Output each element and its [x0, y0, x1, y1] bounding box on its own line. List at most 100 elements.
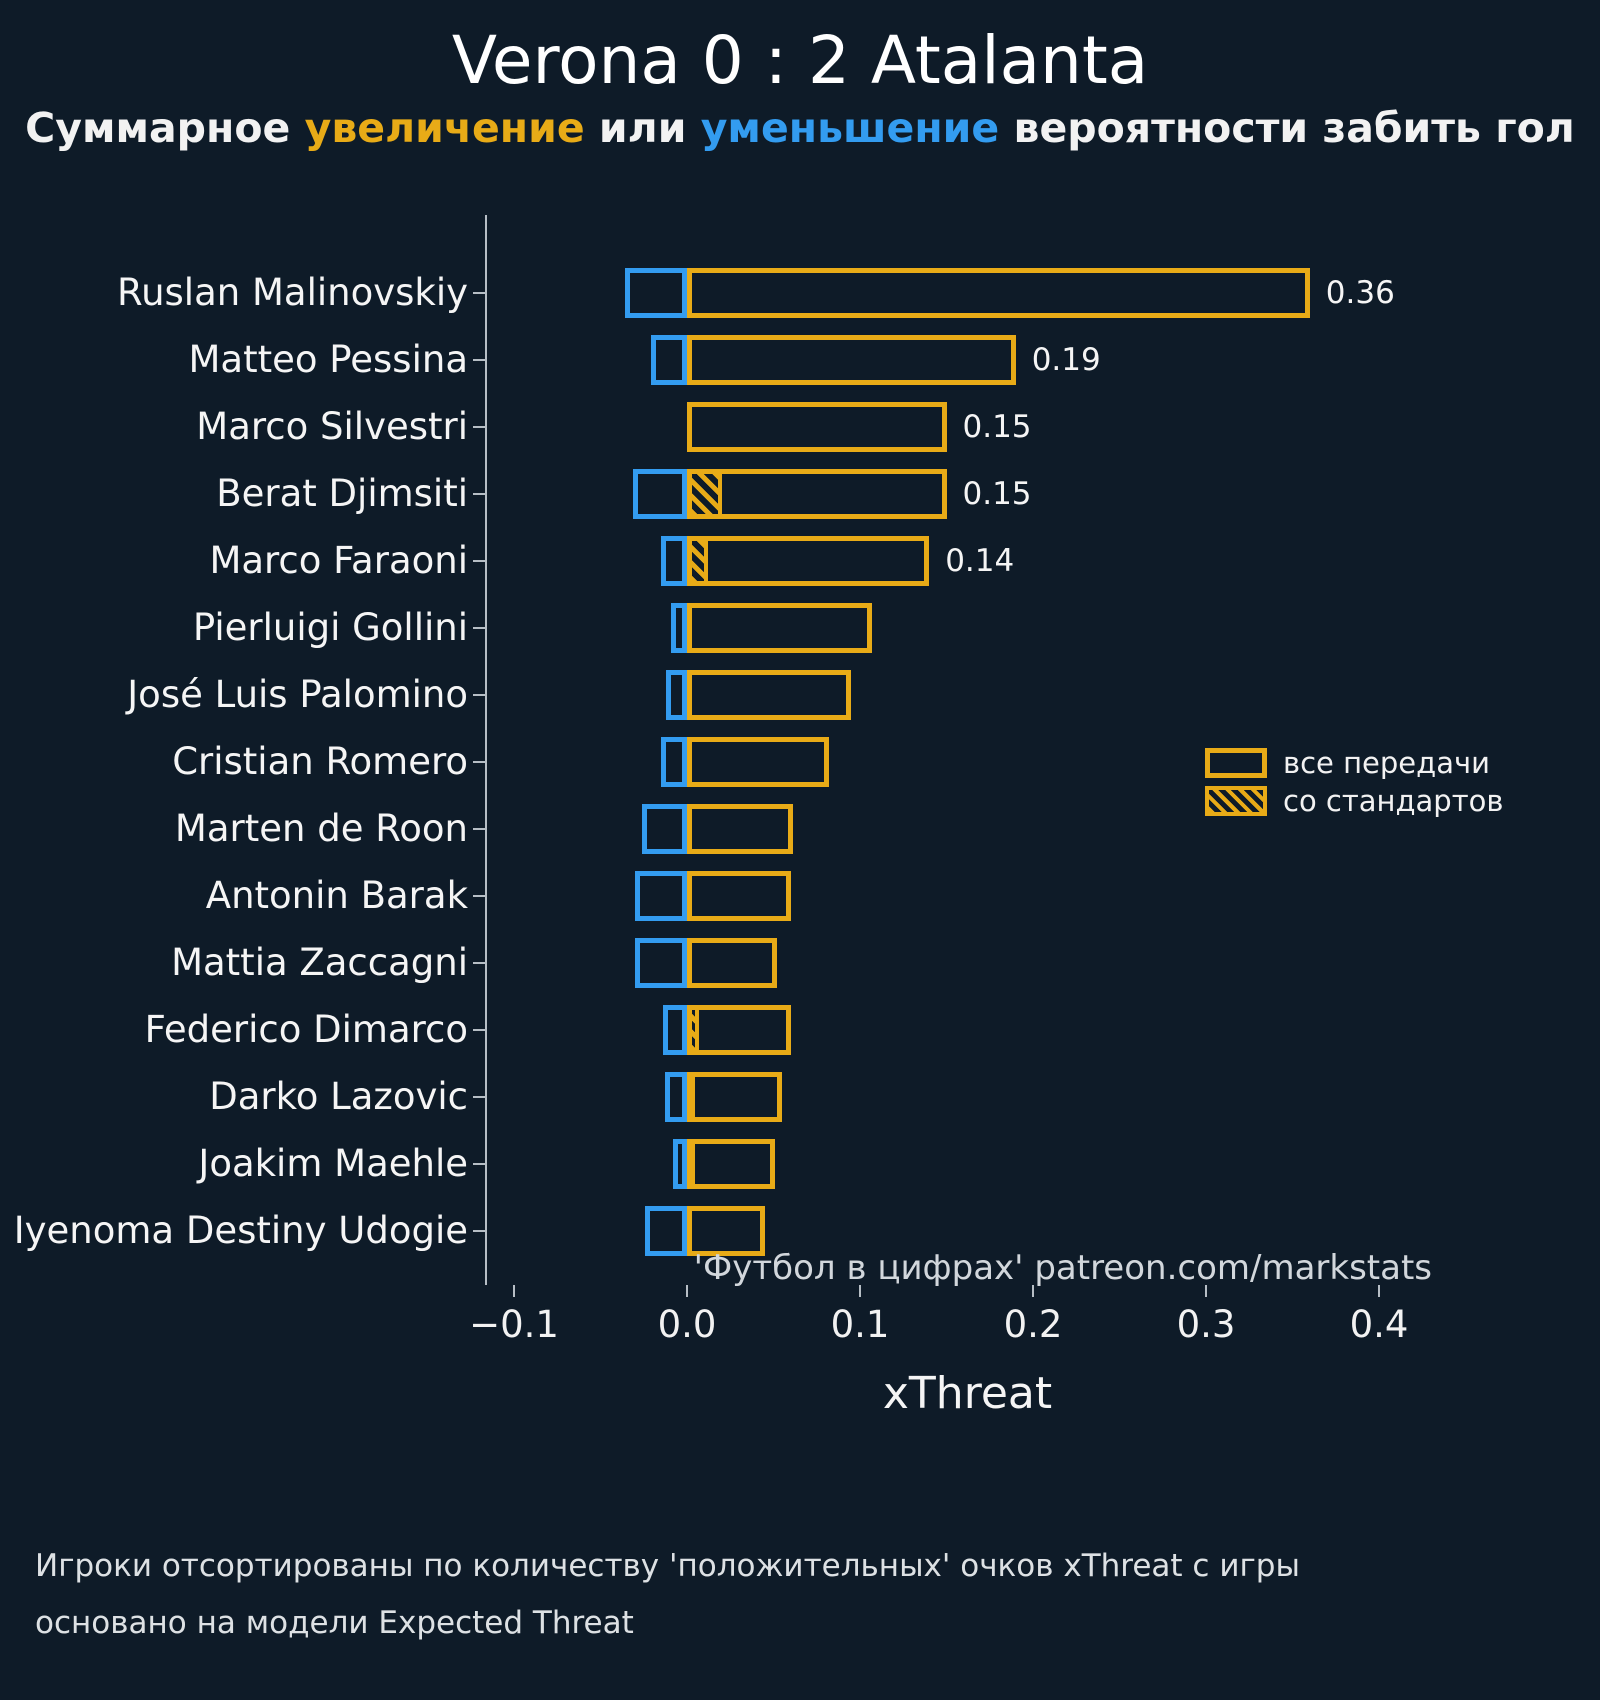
- y-axis-tick: [473, 1163, 485, 1165]
- x-axis-tick: [1205, 1285, 1207, 1297]
- legend-all-passes-swatch: [1205, 748, 1267, 778]
- positive-xthreat-bar: [687, 1072, 783, 1122]
- y-axis-tick: [473, 761, 485, 763]
- positive-xthreat-bar: [687, 871, 791, 921]
- negative-xthreat-bar: [645, 1206, 687, 1256]
- negative-xthreat-bar: [661, 737, 687, 787]
- subtitle-part1: Суммарное: [25, 104, 305, 152]
- negative-xthreat-bar: [671, 603, 687, 653]
- player-name: Darko Lazovic: [209, 1075, 468, 1118]
- footer-note-2: основано на модели Expected Threat: [35, 1605, 634, 1641]
- x-axis-tick: [686, 1285, 688, 1297]
- set-piece-xthreat-bar: [687, 1139, 695, 1189]
- positive-xthreat-bar: [687, 536, 930, 586]
- player-name: Pierluigi Gollini: [192, 606, 468, 649]
- x-axis-tick-label: 0.0: [657, 1303, 717, 1346]
- bar-value-label: 0.15: [962, 476, 1032, 512]
- y-axis-tick: [473, 627, 485, 629]
- x-axis-label: xThreat: [882, 1368, 1053, 1419]
- set-piece-xthreat-bar: [687, 536, 708, 586]
- y-axis-tick: [473, 292, 485, 294]
- plot-area: 0.36 0.19 0.15 0.15 0.14 −0.1 0.0 0.1 0.2 0.3 0.4: [469, 215, 1452, 1346]
- x-axis-tick: [859, 1285, 861, 1297]
- negative-xthreat-bar: [635, 871, 687, 921]
- y-axis-tick: [473, 1096, 485, 1098]
- player-name: Antonin Barak: [205, 874, 468, 917]
- player-name: José Luis Palomino: [127, 673, 468, 716]
- y-axis-tick: [473, 359, 485, 361]
- positive-xthreat-bar: [687, 670, 852, 720]
- y-axis-tick: [473, 560, 485, 562]
- positive-xthreat-bar: [687, 1139, 776, 1189]
- positive-xthreat-bar: [687, 804, 793, 854]
- y-axis-tick: [473, 426, 485, 428]
- y-axis-tick: [473, 895, 485, 897]
- y-axis-tick: [473, 1230, 485, 1232]
- x-axis-tick-label: −0.1: [469, 1303, 559, 1346]
- negative-xthreat-bar: [642, 804, 687, 854]
- watermark: 'Футбол в цифрах' patreon.com/markstats: [693, 1248, 1432, 1288]
- negative-xthreat-bar: [673, 1139, 687, 1189]
- player-name: Marco Faraoni: [209, 539, 468, 582]
- bar-value-label: 0.36: [1325, 275, 1395, 311]
- y-axis-tick: [473, 694, 485, 696]
- x-axis-tick: [513, 1285, 515, 1297]
- player-name: Berat Djimsiti: [216, 472, 468, 515]
- player-name: Marten de Roon: [174, 807, 468, 850]
- negative-xthreat-bar: [661, 536, 687, 586]
- subtitle-part2: или: [584, 104, 701, 152]
- positive-xthreat-bar: [687, 938, 777, 988]
- footer-note-1: Игроки отсортированы по количеству 'поло…: [35, 1548, 1300, 1584]
- chart-subtitle: Суммарное увеличение или уменьшение веро…: [0, 104, 1600, 152]
- y-axis-tick: [473, 493, 485, 495]
- legend-entry-set-pieces: со стандартов: [1205, 782, 1503, 820]
- bar-value-label: 0.15: [962, 409, 1032, 445]
- x-axis-tick: [1032, 1285, 1034, 1297]
- subtitle-decrease-word: уменьшение: [700, 104, 1000, 152]
- positive-xthreat-bar: [687, 1005, 791, 1055]
- x-axis-tick-label: 0.2: [1003, 1303, 1063, 1346]
- legend-entry-all-passes: все передачи: [1205, 744, 1503, 782]
- player-name: Marco Silvestri: [196, 405, 468, 448]
- player-name: Ruslan Malinovskiy: [117, 271, 468, 314]
- player-name: Cristian Romero: [172, 740, 468, 783]
- player-name: Iyenoma Destiny Udogie: [13, 1209, 468, 1252]
- positive-xthreat-bar: [687, 402, 947, 452]
- player-name: Joakim Maehle: [198, 1142, 468, 1185]
- x-axis-tick-label: 0.1: [830, 1303, 890, 1346]
- negative-xthreat-bar: [664, 1072, 687, 1122]
- negative-xthreat-bar: [624, 268, 687, 318]
- legend-set-pieces-swatch: [1205, 786, 1267, 816]
- positive-xthreat-bar: [687, 1206, 765, 1256]
- x-axis-tick-label: 0.3: [1176, 1303, 1236, 1346]
- x-axis-tick: [1378, 1285, 1380, 1297]
- negative-xthreat-bar: [633, 469, 687, 519]
- positive-xthreat-bar: [687, 603, 873, 653]
- legend-all-passes-label: все передачи: [1283, 746, 1490, 780]
- positive-xthreat-bar: [687, 737, 829, 787]
- negative-xthreat-bar: [666, 670, 687, 720]
- legend: все передачи со стандартов: [1205, 744, 1503, 820]
- x-axis-tick-label: 0.4: [1349, 1303, 1409, 1346]
- bar-value-label: 0.14: [945, 543, 1015, 579]
- set-piece-xthreat-bar: [687, 1072, 695, 1122]
- bar-value-label: 0.19: [1031, 342, 1101, 378]
- subtitle-part3: вероятности забить гол: [999, 104, 1575, 152]
- player-name: Mattia Zaccagni: [171, 941, 468, 984]
- negative-xthreat-bar: [662, 1005, 687, 1055]
- set-piece-xthreat-bar: [687, 1005, 700, 1055]
- negative-xthreat-bar: [650, 335, 687, 385]
- set-piece-xthreat-bar: [687, 469, 722, 519]
- legend-set-pieces-label: со стандартов: [1283, 784, 1504, 818]
- chart-title: Verona 0 : 2 Atalanta: [451, 22, 1149, 99]
- player-name: Matteo Pessina: [188, 338, 469, 381]
- y-axis-tick: [473, 1029, 485, 1031]
- y-axis-tick: [473, 962, 485, 964]
- subtitle-increase-word: увеличение: [304, 104, 585, 152]
- negative-xthreat-bar: [635, 938, 687, 988]
- y-axis-tick: [473, 828, 485, 830]
- player-name: Federico Dimarco: [144, 1008, 468, 1051]
- positive-xthreat-bar: [687, 335, 1016, 385]
- positive-xthreat-bar: [687, 469, 947, 519]
